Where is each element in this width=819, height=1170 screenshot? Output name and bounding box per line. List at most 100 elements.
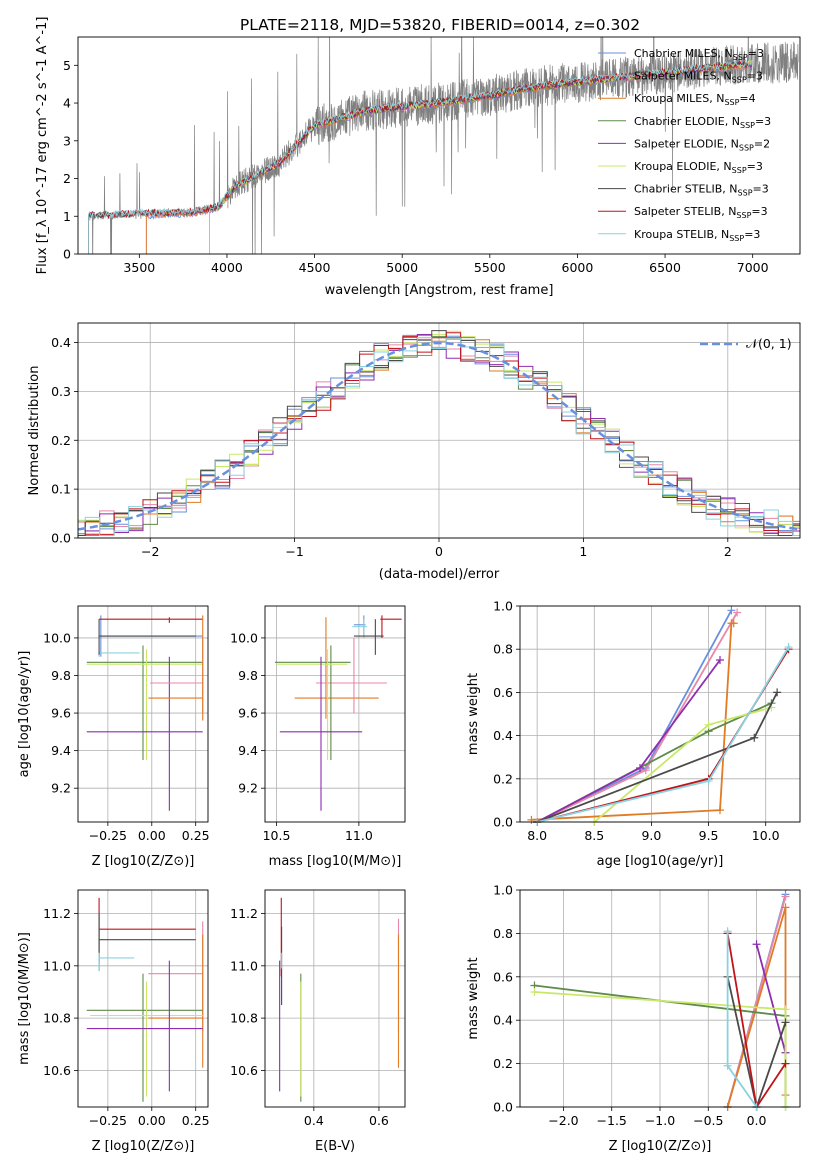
x-tick-label: 6000 [562,260,594,275]
y-tick-label: 9.4 [238,743,258,758]
mass-weight-line [726,976,787,1107]
x-tick-label: 9.5 [699,828,719,843]
y-tick-label: 0.0 [51,531,71,546]
age-vs-mass-panel: 10.5 11.0 9.2 9.4 9.6 9.8 10.0 mass [log10(M/M⊙… [230,605,406,869]
plus-marker [750,733,759,742]
y-tick-label: 9.6 [238,706,258,721]
x-tick-label: 0.6 [369,1113,389,1128]
x-tick-label: 0.4 [304,1113,324,1128]
legend-label: Chabrier STELIB, NSSP=3 [634,183,769,198]
massweight-vs-age-panel: 8.0 8.5 9.0 9.5 10.0 0.0 0.2 0.4 0.6 0.8 1.0 age [l… [466,599,801,869]
y-tick-label: 9.6 [51,706,71,721]
x-tick-label: 0.0 [747,1113,767,1128]
axes-frame [264,889,406,1108]
y-tick-label: 11.0 [230,958,258,973]
histogram-step-line [78,338,800,537]
y-axis-label: Normed distribution [27,366,42,496]
legend-label-sub: SSP [732,76,747,85]
x-tick-label: 0.00 [138,1113,166,1128]
x-tick-label: 8.5 [584,828,604,843]
y-tick-label: 9.8 [238,668,258,683]
y-tick-label: 0.2 [51,433,71,448]
y-tick-label: 1.0 [493,599,513,614]
legend-label: Kroupa ELODIE, NSSP=3 [634,160,763,175]
y-tick-label: 2 [63,171,71,186]
y-axis-label: mass weight [466,673,481,755]
figure-title: PLATE=2118, MJD=53820, FIBERID=0014, z=0… [240,16,640,34]
x-tick-label: −2 [141,544,159,559]
x-axis-label: Z [log10(Z/Z⊙)] [92,1139,195,1154]
y-tick-label: 0.6 [493,685,513,700]
x-tick-label: −0.25 [89,1113,127,1128]
spectrum-model-line [88,60,753,254]
spectrum-panel: 3500 4000 4500 5000 5500 6000 6500 7000 0 1 2 3 4 5 Ch… [35,17,801,298]
axes-frame [519,889,801,1108]
mass-weight-line [536,659,721,822]
y-tick-label: 11.0 [43,958,71,973]
y-tick-label: 9.2 [51,781,71,796]
plus-marker [530,987,539,996]
x-tick-label: −0.25 [89,828,127,843]
legend-label-sub: SSP [739,143,754,152]
y-tick-label: 0.2 [493,771,513,786]
plus-marker [704,720,713,729]
residuals-panel: −2 −1 0 1 2 0.0 0.1 0.2 0.3 0.4 𝒩(0, 1) (data-model… [27,322,801,582]
y-tick-label: 10.8 [43,1011,71,1026]
x-tick-label: 0.25 [182,828,210,843]
plus-marker [527,815,536,824]
y-tick-label: 0.8 [493,642,513,657]
mass-vs-EBV-panel: 0.4 0.6 10.6 10.8 11.0 11.2 E(B-V) [230,889,406,1154]
legend-label-n: =3 [748,47,764,60]
legend-label-sub: SSP [729,234,744,243]
x-tick-label: 10.0 [752,828,780,843]
x-axis-label: mass [log10(M/M⊙)] [269,854,402,869]
x-tick-label: 0.00 [138,828,166,843]
axes-frame [519,605,801,823]
plus-marker [781,903,790,912]
y-tick-label: 0.4 [493,728,513,743]
legend-label-sub: SSP [733,53,748,62]
x-axis-label: wavelength [Angstrom, rest frame] [325,283,554,298]
legend-label: Chabrier ELODIE, NSSP=3 [634,115,771,130]
plus-marker [781,1059,790,1068]
plus-marker [641,766,650,775]
legend-label-text: Kroupa MILES, N [634,92,724,105]
x-axis-label: age [log10(age/yr)] [597,854,724,869]
y-tick-label: 9.4 [51,743,71,758]
legend-label-sub: SSP [732,166,747,175]
x-axis-label: Z [log10(Z/Z⊙)] [92,854,195,869]
x-tick-label: 8.0 [527,828,547,843]
x-tick-label: −1.5 [597,1113,627,1128]
x-tick-label: 11.0 [345,828,373,843]
massweight-vs-Z-panel: −2.0 −1.5 −1.0 −0.5 0.0 0.0 0.2 0.4 0.6 0.8 1.0 Z [… [466,883,801,1154]
y-tick-label: 0.8 [493,926,513,941]
legend-label: Salpeter STELIB, NSSP=3 [634,205,768,220]
y-tick-label: 10.0 [230,630,258,645]
y-tick-label: 10.8 [230,1011,258,1026]
legend-label-text: Chabrier STELIB, N [634,183,738,196]
y-tick-label: 0.0 [493,1100,513,1115]
y-tick-label: 10.6 [230,1063,258,1078]
y-axis-label: Flux [f_λ 10^-17 erg cm^-2 s^-1 A^-1] [35,17,50,275]
y-tick-label: 0.6 [493,969,513,984]
plus-marker [781,1018,790,1027]
legend-label-text: Salpeter STELIB, N [634,205,736,218]
y-tick-label: 0.2 [493,1056,513,1071]
legend-label-text: Kroupa ELODIE, N [634,160,732,173]
legend-label-text: Chabrier MILES, N [634,47,733,60]
mass-weight-line [536,646,790,822]
legend-label-text: Kroupa STELIB, N [634,228,729,241]
plus-marker [784,643,793,652]
y-axis-label: mass [log10(M/M⊙)] [17,932,32,1065]
y-axis-label: age [log10(age/yr)] [17,651,32,778]
legend-label: Kroupa MILES, NSSP=4 [634,92,756,107]
x-tick-label: 2 [724,544,732,559]
x-tick-label: −1.0 [645,1113,675,1128]
axes-frame [264,605,406,823]
x-tick-label: 6500 [649,260,681,275]
y-tick-label: 0.4 [493,1013,513,1028]
legend-label-sub: SSP [738,189,753,198]
legend-label-text: Chabrier ELODIE, N [634,115,740,128]
histogram-step-line [78,330,800,537]
plus-marker [727,606,736,615]
